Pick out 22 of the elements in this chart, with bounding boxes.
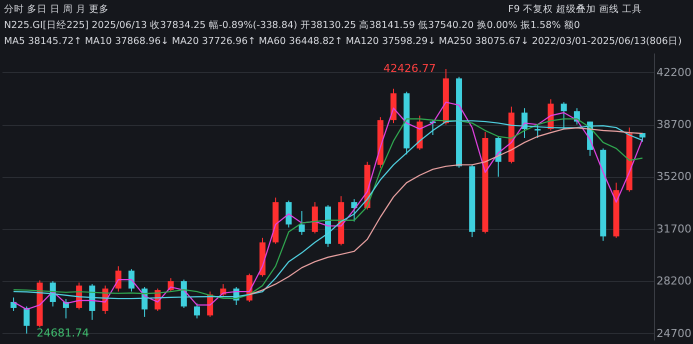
- text: F9 不复权 超级叠加 画线 工具: [508, 3, 642, 15]
- candlestick: [10, 297, 17, 312]
- candlestick: [560, 102, 567, 128]
- candlestick: [128, 268, 134, 292]
- annotation: 42426.77: [383, 62, 436, 75]
- y-tick-label: 24700: [656, 326, 692, 340]
- y-tick-label: 35200: [656, 170, 692, 184]
- y-tick-label: 31700: [656, 222, 692, 236]
- y-tick-label: 38700: [656, 118, 692, 132]
- candlestick: [298, 210, 305, 236]
- candlestick: [194, 302, 200, 319]
- candlestick: [24, 306, 30, 334]
- candlestick: [115, 266, 122, 292]
- candlestick: [286, 200, 292, 228]
- text: N225.GI[日经225] 2025/06/13 收37834.25 幅-0.89%(-338.84) 开38130.25 高38141.59 低37540.20 换0.00% 振1.58% 额0: [4, 19, 580, 31]
- text: 分时 多日 日 周 月 更多: [4, 3, 110, 15]
- candlestick: [351, 198, 358, 222]
- candlestick: [534, 124, 541, 138]
- y-tick-label: 28200: [656, 274, 692, 288]
- text: MA5 38145.72↑ MA10 37868.96↓ MA20 37726.96↑ MA60 36448.82↑ MA120 37598.29↓ MA250 38075.67↓ 2022/03/01-2025/06/13(806日): [4, 36, 682, 47]
- y-tick-label: 42200: [656, 66, 692, 79]
- annotation: 24681.74: [36, 326, 90, 340]
